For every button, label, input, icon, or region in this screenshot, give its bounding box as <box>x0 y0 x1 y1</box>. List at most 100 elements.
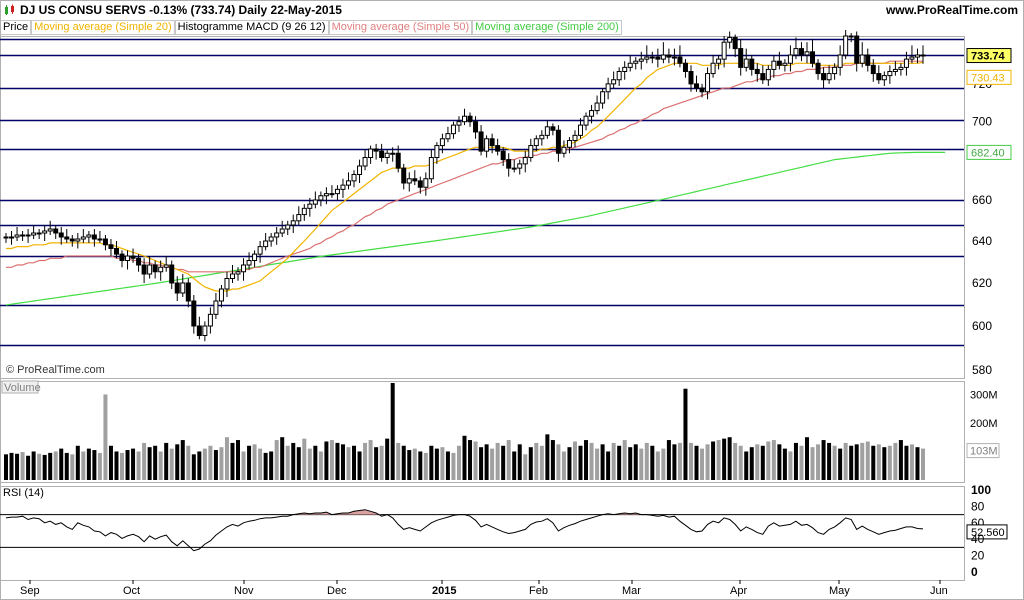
volume-bar <box>53 451 58 480</box>
legend-item-1[interactable]: Moving average (Simple 20) <box>31 20 175 35</box>
candle-body <box>257 246 263 255</box>
volume-bar <box>423 452 428 480</box>
candle-body <box>495 145 501 152</box>
candle-body <box>323 193 329 197</box>
candle-body <box>268 236 274 242</box>
volume-bar <box>92 450 97 480</box>
candle-body <box>14 234 20 238</box>
candle-body <box>241 264 247 273</box>
candle-body <box>202 325 208 336</box>
rsi-tick-label-6: 0 <box>971 565 978 579</box>
volume-bar <box>263 452 268 480</box>
legend-item-2[interactable]: Histogramme MACD (9 26 12) <box>174 20 329 35</box>
candle-body <box>892 68 898 72</box>
volume-bar <box>484 444 489 480</box>
legend-item-3[interactable]: Moving average (Simple 50) <box>328 20 473 35</box>
candle-body <box>307 203 313 209</box>
volume-bar <box>81 451 86 480</box>
volume-bar <box>213 450 218 480</box>
volume-bar <box>661 448 666 480</box>
ma200-line <box>5 151 946 306</box>
volume-bar <box>650 445 655 480</box>
candle-body <box>561 146 567 154</box>
candle-body <box>749 58 755 70</box>
candle-body <box>119 253 125 261</box>
candle-body <box>914 54 920 58</box>
volume-bar <box>528 447 533 480</box>
candle-body <box>832 66 838 75</box>
candle-body <box>351 174 357 182</box>
candle-body <box>500 150 506 161</box>
candle-body <box>80 236 86 240</box>
candle-body <box>837 54 843 68</box>
volume-bar <box>683 388 688 480</box>
candle-body <box>616 71 622 81</box>
candle-body <box>75 238 81 242</box>
price-badge-label-current: 733.74 <box>971 51 1006 63</box>
volume-bar <box>501 445 506 480</box>
x-tick-label-6: Mar <box>622 585 641 597</box>
price-tick-label-1: 600 <box>972 319 992 333</box>
candle-body <box>677 56 683 64</box>
volume-bar <box>340 444 345 480</box>
candle-body <box>544 126 550 136</box>
candle-body <box>235 271 241 275</box>
legend-item-4[interactable]: Moving average (Simple 200) <box>472 20 622 35</box>
price-badge-ma20 <box>966 69 1012 85</box>
candle-body <box>754 68 760 75</box>
candle-body <box>25 234 31 237</box>
candle-body <box>213 300 219 315</box>
volume-bar <box>202 448 207 480</box>
volume-bar <box>893 442 898 480</box>
candle-body <box>821 73 827 81</box>
candle-body <box>102 238 108 246</box>
candle-body <box>158 266 164 273</box>
volume-bar <box>771 440 776 480</box>
volume-bar <box>31 451 36 480</box>
candle-body <box>710 62 716 75</box>
x-tick-label-7: Apr <box>730 585 747 597</box>
volume-bar <box>64 452 69 480</box>
volume-bar <box>9 452 14 480</box>
volume-bar <box>191 454 196 480</box>
candle-body <box>798 48 804 56</box>
candle-body <box>716 58 722 64</box>
volume-bar <box>473 441 478 480</box>
volume-bar <box>103 394 108 480</box>
candle-body <box>539 134 545 140</box>
rsi-badge <box>966 524 1008 540</box>
candle-body <box>776 60 782 66</box>
volume-bar <box>633 444 638 480</box>
volume-bar <box>534 442 539 480</box>
volume-bar <box>655 451 660 480</box>
volume-bar <box>876 444 881 480</box>
candle-body <box>174 282 180 294</box>
candle-body <box>456 121 462 126</box>
site-link[interactable]: www.ProRealTime.com <box>885 3 1018 17</box>
candle-body <box>185 282 191 302</box>
volume-bar <box>390 383 395 480</box>
volume-bar <box>37 453 42 480</box>
volume-bar <box>865 441 870 480</box>
candle-body <box>594 102 600 112</box>
volume-bar <box>909 444 914 480</box>
volume-bar <box>738 445 743 480</box>
volume-bar <box>539 445 544 480</box>
volume-bar <box>688 442 693 480</box>
legend-item-0[interactable]: Price <box>0 20 32 35</box>
candle-body <box>406 178 412 184</box>
x-tick-label-1: Oct <box>123 585 140 597</box>
candle-body <box>362 157 368 167</box>
price-tick-label-2: 620 <box>972 276 992 290</box>
volume-bar <box>186 445 191 480</box>
instrument-title: DJ US CONSU SERVS -0.13% (733.74) Daily … <box>20 3 342 17</box>
x-tick-label-8: May <box>829 585 850 597</box>
volume-label: Volume <box>4 382 41 394</box>
volume-bar <box>407 450 412 480</box>
candle-body <box>705 73 711 93</box>
candle-body <box>555 129 561 154</box>
volume-bar <box>766 441 771 480</box>
volume-tick-label-0: 300M <box>970 389 998 401</box>
candle-body <box>649 56 655 59</box>
